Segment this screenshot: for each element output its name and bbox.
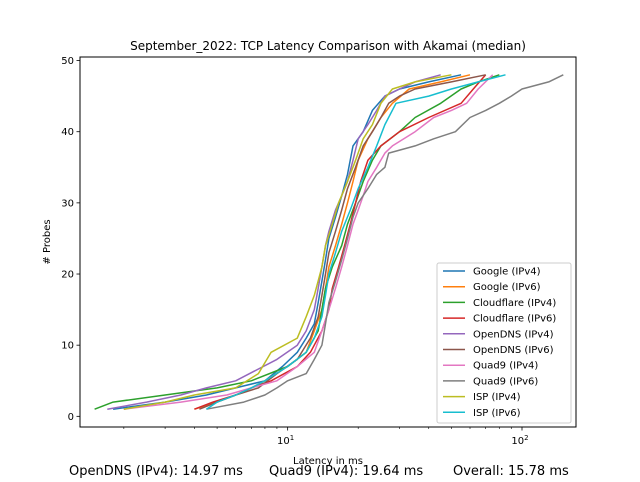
- legend: Google (IPv4) Google (IPv6) Cloudflare (IP…: [436, 262, 572, 424]
- legend-box: [436, 262, 572, 424]
- x-axis-title: Latency in ms: [293, 456, 363, 467]
- legend-label: Google (IPv4): [473, 267, 541, 278]
- legend-label: OpenDNS (IPv4): [473, 329, 554, 340]
- plot-area: [79, 56, 577, 428]
- series-line-8: [123, 74, 452, 410]
- footer-stats: OpenDNS (IPv4): 14.97 ms Quad9 (IPv4): 1…: [0, 464, 640, 482]
- y-tick-label: 20: [61, 270, 74, 281]
- chart-title: September_2022: TCP Latency Comparison w…: [130, 39, 526, 53]
- series-line-6: [123, 74, 494, 410]
- legend-label: Google (IPv6): [473, 282, 541, 293]
- series-line-5: [199, 74, 486, 410]
- legend-label: Quad9 (IPv4): [473, 361, 538, 372]
- series-line-3: [194, 74, 487, 410]
- legend-label: OpenDNS (IPv6): [473, 345, 554, 356]
- series-line-0: [112, 74, 462, 410]
- legend-label: Quad9 (IPv6): [473, 376, 538, 387]
- y-tick-label: 30: [61, 198, 74, 209]
- legend-label: Cloudflare (IPv4): [473, 298, 556, 309]
- y-tick-label: 50: [61, 56, 74, 67]
- series-line-9: [205, 74, 506, 410]
- footer-quad9-stat: Quad9 (IPv4): 19.64 ms: [269, 464, 424, 479]
- y-tick-label: 40: [61, 127, 74, 138]
- footer-overall-stat: Overall: 15.78 ms: [453, 464, 569, 479]
- series-line-4: [107, 74, 441, 410]
- y-axis-title: # Probes: [42, 219, 53, 264]
- series-line-2: [94, 74, 500, 410]
- x-tick-label: 102: [511, 434, 528, 447]
- legend-label: ISP (IPv6): [473, 408, 521, 419]
- series-line-7: [206, 74, 564, 410]
- x-tick-label: 101: [277, 434, 294, 447]
- legend-label: Cloudflare (IPv6): [473, 314, 556, 325]
- y-tick-label: 10: [61, 341, 74, 352]
- footer-opendns-stat: OpenDNS (IPv4): 14.97 ms: [69, 464, 243, 479]
- y-tick-label: 0: [68, 412, 74, 423]
- legend-label: ISP (IPv4): [473, 392, 521, 403]
